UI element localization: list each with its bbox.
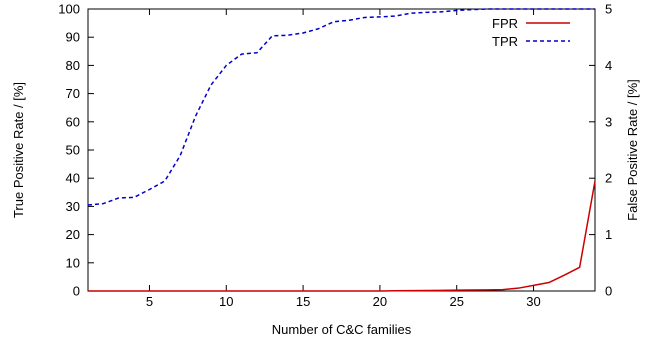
x-tick-label: 10 [219, 294, 233, 309]
y-tick-label: 20 [66, 227, 80, 242]
y-tick-label: 10 [66, 255, 80, 270]
y2-tick-label: 0 [605, 284, 612, 299]
x-tick-label: 25 [449, 294, 463, 309]
x-tick-label: 30 [526, 294, 540, 309]
plot-frame [87, 8, 596, 292]
y-tick-label: 100 [58, 2, 80, 17]
y2-tick-label: 4 [605, 58, 612, 73]
series-line-fpr [88, 180, 596, 292]
legend-label-tpr: TPR [492, 34, 518, 49]
y2-tick-label: 2 [605, 171, 612, 186]
y-tick-label: 90 [66, 30, 80, 45]
y-tick-label: 70 [66, 86, 80, 101]
x-tick-label: 20 [373, 294, 387, 309]
x-axis-title: Number of C&C families [272, 322, 412, 337]
legend: FPR TPR [492, 16, 570, 49]
y2-axis-title: False Positive Rate / [%] [625, 79, 640, 221]
y2-tick-label: 5 [605, 2, 612, 17]
ticks: 5 10 15 20 25 30 0 10 20 30 40 50 60 70 80 90 100 0 1 2 3 4 5 [58, 2, 612, 310]
y-tick-label: 0 [73, 284, 80, 299]
x-tick-label: 5 [146, 294, 153, 309]
series [87, 8, 596, 292]
x-tick-label: 15 [296, 294, 310, 309]
series-line-tpr [87, 8, 595, 206]
y-tick-label: 80 [66, 58, 80, 73]
y-tick-label: 40 [66, 171, 80, 186]
y-tick-label: 30 [66, 199, 80, 214]
y2-tick-label: 3 [605, 114, 612, 129]
legend-label-fpr: FPR [492, 16, 518, 31]
y2-tick-label: 1 [605, 227, 612, 242]
y-axis-title: True Positive Rate / [%] [11, 82, 26, 218]
y-tick-label: 60 [66, 114, 80, 129]
y-tick-label: 50 [66, 143, 80, 158]
